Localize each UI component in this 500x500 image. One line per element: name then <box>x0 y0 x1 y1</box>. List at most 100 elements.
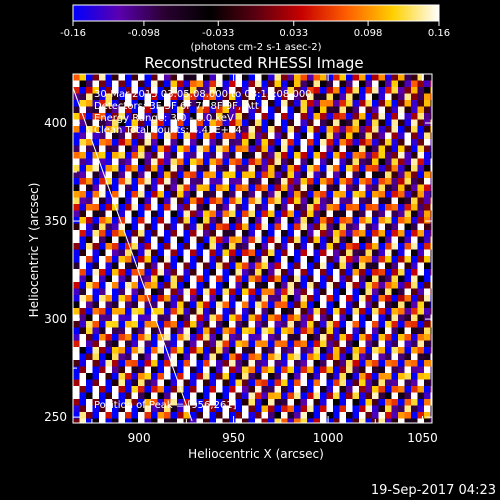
heatmap-cell <box>138 399 145 406</box>
heatmap-cell <box>372 243 379 250</box>
x-tick-label: 900 <box>128 431 151 445</box>
heatmap-cell <box>86 204 93 211</box>
heatmap-cell <box>151 360 158 367</box>
heatmap-cell <box>170 347 178 354</box>
heatmap-cell <box>398 113 405 120</box>
heatmap-cell <box>99 191 106 198</box>
heatmap-cell <box>125 405 132 413</box>
heatmap-cell <box>222 171 230 179</box>
heatmap-cell <box>157 178 165 185</box>
heatmap-cell <box>164 171 171 179</box>
heatmap-cell <box>229 132 236 140</box>
heatmap-cell <box>131 152 139 159</box>
heatmap-cell <box>365 288 373 296</box>
heatmap-cell <box>196 405 204 413</box>
heatmap-cell <box>424 243 431 250</box>
heatmap-cell <box>268 392 275 400</box>
heatmap-cell <box>112 236 119 244</box>
heatmap-cell <box>391 301 399 309</box>
heatmap-cell <box>222 126 230 133</box>
heatmap-cell <box>216 295 223 302</box>
heatmap-cell <box>313 418 321 423</box>
heatmap-cell <box>242 405 249 413</box>
heatmap-cell <box>99 340 106 348</box>
heatmap-cell <box>183 204 191 211</box>
heatmap-cell <box>255 158 262 166</box>
heatmap-cell <box>346 288 353 296</box>
heatmap-cell <box>164 301 171 309</box>
heatmap-cell <box>424 87 431 94</box>
heatmap-cell <box>365 334 373 341</box>
heatmap-cell <box>105 113 113 120</box>
heatmap-cell <box>411 106 418 114</box>
heatmap-cell <box>216 87 223 94</box>
heatmap-cell <box>170 106 178 114</box>
heatmap-cell <box>261 405 269 413</box>
heatmap-cell <box>177 165 184 172</box>
heatmap-cell <box>365 399 373 406</box>
heatmap-cell <box>229 236 236 244</box>
heatmap-cell <box>333 119 340 127</box>
heatmap-cell <box>209 405 217 413</box>
heatmap-cell <box>248 243 256 250</box>
heatmap-cell <box>118 132 126 140</box>
heatmap-cell <box>378 74 386 81</box>
heatmap-cell <box>190 399 197 406</box>
heatmap-cell <box>300 119 308 127</box>
heatmap-cell <box>404 353 412 361</box>
heatmap-cell <box>391 165 399 172</box>
heatmap-cell <box>378 93 386 101</box>
heatmap-cell <box>170 399 178 406</box>
heatmap-cell <box>216 327 223 335</box>
heatmap-cell <box>417 249 425 257</box>
heatmap-cell <box>320 210 327 218</box>
heatmap-cell <box>79 360 87 367</box>
heatmap-cell <box>229 399 236 406</box>
heatmap-cell <box>424 379 431 387</box>
heatmap-cell <box>261 386 269 393</box>
heatmap-cell <box>190 295 197 302</box>
heatmap-cell <box>203 132 210 140</box>
heatmap-cell <box>398 74 405 81</box>
heatmap-cell <box>144 353 152 361</box>
heatmap-cell <box>365 223 373 231</box>
heatmap-cell <box>203 217 210 224</box>
heatmap-cell <box>411 100 418 107</box>
heatmap-cell <box>209 334 217 341</box>
heatmap-cell <box>112 139 119 146</box>
heatmap-cell <box>261 282 269 289</box>
heatmap-cell <box>209 386 217 393</box>
heatmap-cell <box>99 269 106 276</box>
heatmap-cell <box>112 74 119 81</box>
heatmap-cell <box>196 119 204 127</box>
heatmap-cell <box>372 405 379 413</box>
heatmap-cell <box>261 80 269 88</box>
heatmap-cell <box>313 165 321 172</box>
heatmap-cell <box>144 126 152 133</box>
heatmap-cell <box>313 282 321 289</box>
heatmap-cell <box>222 106 230 114</box>
heatmap-cell <box>320 139 327 146</box>
heatmap-cell <box>92 256 100 263</box>
heatmap-cell <box>274 288 282 296</box>
heatmap-cell <box>268 165 275 172</box>
heatmap-cell <box>177 288 184 296</box>
heatmap-cell <box>411 126 418 133</box>
heatmap-cell <box>177 217 184 224</box>
heatmap-cell <box>320 412 327 419</box>
heatmap-cell <box>313 392 321 400</box>
heatmap-cell <box>196 126 204 133</box>
heatmap-cell <box>170 236 178 244</box>
heatmap-cell <box>99 106 106 114</box>
heatmap-cell <box>105 106 113 114</box>
heatmap-cell <box>294 230 301 237</box>
heatmap-cell <box>313 412 321 419</box>
heatmap-cell <box>209 295 217 302</box>
heatmap-cell <box>183 418 191 423</box>
heatmap-cell <box>313 113 321 120</box>
heatmap-cell <box>235 210 243 218</box>
heatmap-cell <box>99 282 106 289</box>
heatmap-cell <box>391 340 399 348</box>
heatmap-cell <box>138 301 145 309</box>
heatmap-cell <box>157 282 165 289</box>
